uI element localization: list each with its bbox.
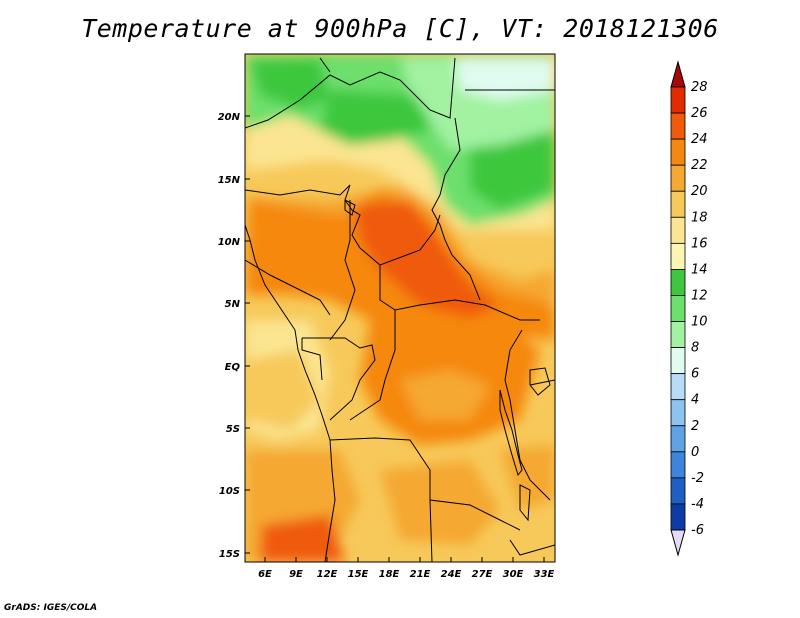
lat-label-15s: 15S [219, 549, 240, 560]
lon-ticks [264, 557, 545, 562]
colorbar-box [670, 269, 686, 296]
colorbar-box [670, 347, 686, 375]
lat-label-15n: 15N [218, 175, 241, 186]
lon-label-33e: 33E [534, 569, 555, 580]
grads-credit: GrADS: IGES/COLA [4, 603, 98, 613]
colorbar-box [670, 138, 686, 166]
colorbar-box [670, 216, 686, 244]
colorbar-box [670, 86, 686, 114]
colorbar-box [670, 503, 686, 531]
colorbar-box [670, 321, 686, 348]
colorbar-label: 8 [691, 341, 699, 356]
colorbar-label: 18 [691, 210, 708, 225]
colorbar-label: 10 [691, 315, 708, 330]
map-title: Temperature at 900hPa [C], VT: 201812130… [81, 14, 719, 43]
colorbar-box [670, 190, 686, 218]
colorbar-label: 4 [691, 393, 699, 408]
colorbar-label: -2 [691, 471, 704, 486]
colorbar-box [670, 242, 686, 270]
colorbar-box [670, 112, 686, 140]
colorbar-label: 20 [691, 184, 708, 199]
colorbar-box [670, 295, 686, 322]
lat-label-20n: 20N [218, 112, 241, 123]
colorbar-label: 26 [691, 106, 708, 121]
lat-label-eq: EQ [225, 362, 241, 373]
colorbar-arrow-top [670, 60, 686, 88]
lon-label-6e: 6E [258, 569, 272, 580]
lat-label-10s: 10S [219, 486, 240, 497]
colorbar-box [670, 477, 686, 505]
lat-label-5n: 5N [225, 299, 241, 310]
lat-label-10n: 10N [218, 237, 241, 248]
colorbar-box [670, 399, 686, 427]
colorbar-arrow-bottom [670, 529, 686, 557]
colorbar-box [670, 373, 686, 401]
lat-label-5s: 5S [226, 424, 240, 435]
colorbar-label: 24 [691, 132, 708, 147]
colorbar-label: 2 [691, 419, 699, 434]
colorbar-label: 14 [691, 262, 708, 277]
colorbar-label: 28 [691, 80, 708, 95]
lon-label-15e: 15E [348, 569, 369, 580]
plot-frame [244, 53, 556, 563]
lon-label-21e: 21E [410, 569, 431, 580]
lon-label-9e: 9E [289, 569, 303, 580]
colorbar-box [670, 164, 686, 192]
colorbar-label: -6 [691, 523, 704, 538]
colorbar-label: 16 [691, 236, 708, 251]
colorbar-box [670, 451, 686, 479]
colorbar-label: 12 [691, 288, 708, 303]
lon-label-27e: 27E [472, 569, 493, 580]
lon-label-30e: 30E [503, 569, 524, 580]
temperature-field [245, 54, 555, 562]
colorbar-label: 22 [691, 158, 708, 173]
lon-label-18e: 18E [379, 569, 400, 580]
colorbar-label: -4 [691, 497, 704, 512]
colorbar-box [670, 425, 686, 453]
country-borders [245, 57, 555, 562]
colorbar-label: 6 [691, 367, 699, 382]
lon-label-24e: 24E [441, 569, 462, 580]
lon-label-12e: 12E [317, 569, 338, 580]
lat-ticks [245, 115, 250, 554]
colorbar-label: 0 [691, 445, 699, 460]
